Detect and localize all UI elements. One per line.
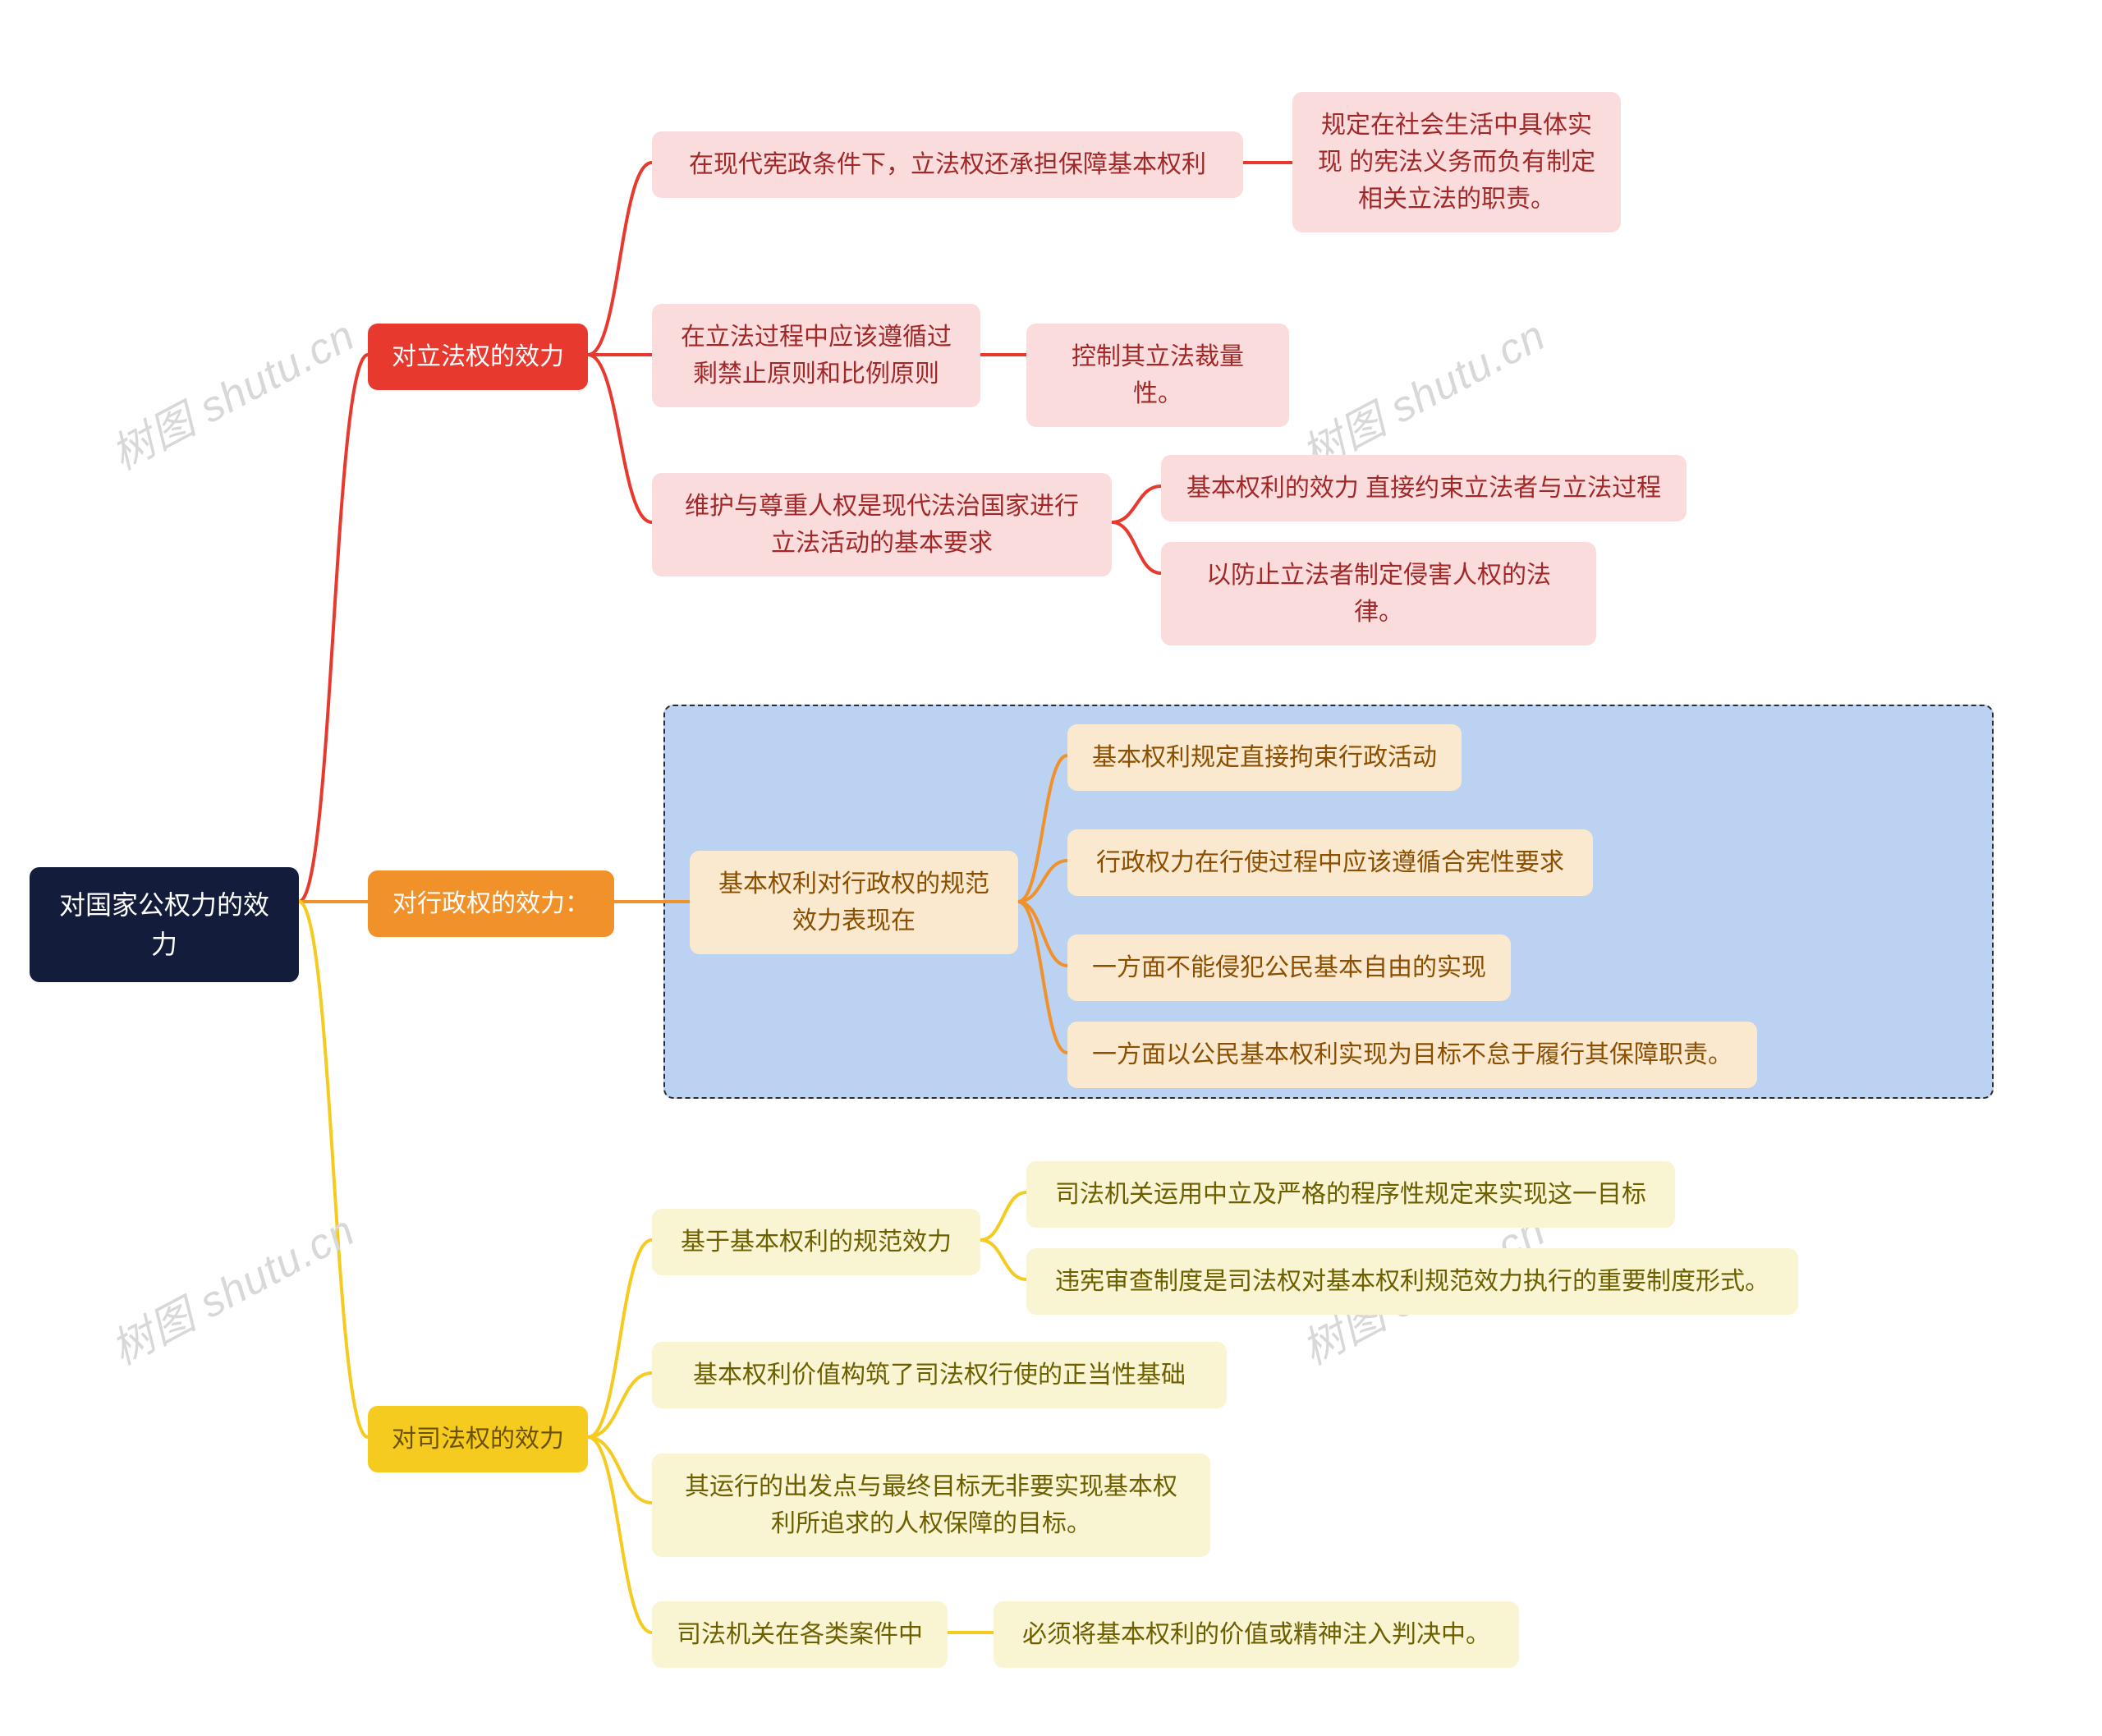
leaf-node[interactable]: 控制其立法裁量性。 xyxy=(1026,324,1289,427)
leaf-node[interactable]: 规定在社会生活中具体实 现 的宪法义务而负有制定 相关立法的职责。 xyxy=(1292,92,1621,232)
leaf-node[interactable]: 司法机关运用中立及严格的程序性规定来实现这一目标 xyxy=(1026,1161,1675,1228)
leaf-node[interactable]: 一方面不能侵犯公民基本自由的实现 xyxy=(1067,935,1511,1001)
mindmap-canvas: 树图 shutu.cn 树图 shutu.cn 树图 shutu.cn 树图 s… xyxy=(0,0,2102,1736)
branch-legislative[interactable]: 对立法权的效力 xyxy=(368,324,588,390)
watermark: 树图 shutu.cn xyxy=(99,301,364,481)
leaf-node[interactable]: 基于基本权利的规范效力 xyxy=(652,1209,980,1275)
branch-judicial[interactable]: 对司法权的效力 xyxy=(368,1406,588,1472)
leaf-node[interactable]: 必须将基本权利的价值或精神注入判决中。 xyxy=(994,1601,1519,1668)
leaf-node[interactable]: 在现代宪政条件下，立法权还承担保障基本权利 xyxy=(652,131,1243,198)
leaf-node[interactable]: 维护与尊重人权是现代法治国家进行 立法活动的基本要求 xyxy=(652,473,1112,576)
leaf-node[interactable]: 基本权利对行政权的规范 效力表现在 xyxy=(690,851,1018,954)
leaf-node[interactable]: 违宪审查制度是司法权对基本权利规范效力执行的重要制度形式。 xyxy=(1026,1248,1798,1315)
watermark: 树图 shutu.cn xyxy=(99,1196,364,1376)
leaf-node[interactable]: 其运行的出发点与最终目标无非要实现基本权 利所追求的人权保障的目标。 xyxy=(652,1454,1210,1557)
leaf-node[interactable]: 司法机关在各类案件中 xyxy=(652,1601,948,1668)
leaf-node[interactable]: 基本权利价值构筑了司法权行使的正当性基础 xyxy=(652,1342,1227,1408)
branch-executive[interactable]: 对行政权的效力： xyxy=(368,870,614,937)
leaf-node[interactable]: 在立法过程中应该遵循过 剩禁止原则和比例原则 xyxy=(652,304,980,407)
leaf-node[interactable]: 以防止立法者制定侵害人权的法律。 xyxy=(1161,542,1596,645)
leaf-node[interactable]: 基本权利规定直接拘束行政活动 xyxy=(1067,724,1462,791)
root-node[interactable]: 对国家公权力的效力 xyxy=(30,867,299,982)
leaf-node[interactable]: 行政权力在行使过程中应该遵循合宪性要求 xyxy=(1067,829,1593,896)
leaf-node[interactable]: 一方面以公民基本权利实现为目标不怠于履行其保障职责。 xyxy=(1067,1022,1757,1088)
leaf-node[interactable]: 基本权利的效力 直接约束立法者与立法过程 xyxy=(1161,455,1687,521)
